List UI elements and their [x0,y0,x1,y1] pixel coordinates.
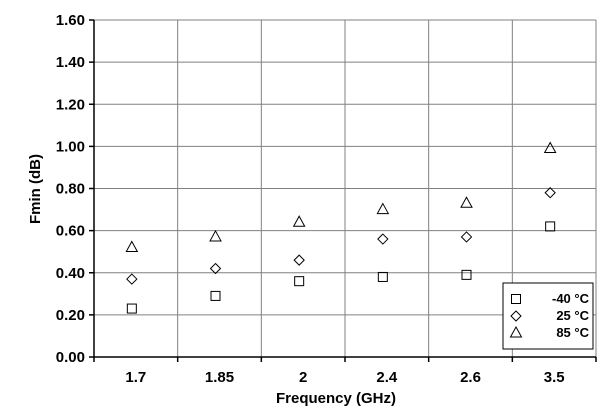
legend-markers [509,294,523,338]
x-tick-label: 2.6 [460,369,481,386]
y-tick-label: 1.20 [56,96,85,113]
y-tick-label: 0.00 [56,349,85,366]
legend-marker-85c [509,325,523,338]
y-tick-labels: 0.00 0.20 0.40 0.60 0.80 1.00 1.20 1.40 1.60 [56,12,85,366]
point-minus40c [377,271,388,282]
point-minus40c [545,221,556,232]
x-tick-label: 2.4 [376,369,398,386]
legend-marker-minus40c [511,294,521,304]
y-tick-label: 0.40 [56,265,85,282]
point-25c [377,233,389,245]
legend-label-85: 85 °C [556,325,589,340]
point-85c [460,196,473,208]
legend: -40 °C 25 °C 85 °C [502,282,594,350]
x-tick-label: 2 [299,369,307,386]
axes [89,19,597,362]
point-minus40c [294,276,305,287]
y-tick-label: 0.60 [56,223,85,240]
x-tick-label: 1.7 [125,369,146,386]
point-85c [209,229,222,242]
y-tick-label: 1.60 [56,12,85,29]
point-minus40c [461,269,472,280]
point-minus40c [126,303,137,314]
x-tick-label: 1.85 [205,369,234,386]
y-tick-label: 1.00 [56,138,85,155]
point-85c [376,202,390,215]
grid [94,19,597,357]
legend-label-25: 25 °C [556,308,589,323]
point-25c [544,187,556,199]
x-tick-labels: 1.7 1.85 2 2.4 2.6 3.5 [125,369,564,386]
point-25c [293,254,305,266]
x-axis-title: Frequency (GHz) [276,390,396,407]
point-85c [543,141,557,153]
legend-marker-25c [510,310,522,322]
y-tick-label: 0.20 [56,307,85,324]
y-axis-title: Fmin (dB) [27,154,44,224]
point-25c [209,262,222,275]
y-tick-label: 1.40 [56,54,85,71]
data-points [125,141,557,314]
x-tick-label: 3.5 [544,369,565,386]
y-tick-label: 0.80 [56,181,85,198]
legend-label-minus40: -40 °C [552,291,590,306]
point-minus40c [210,290,221,301]
point-25c [126,273,138,285]
point-25c [460,231,473,243]
point-85c [292,215,306,227]
point-85c [125,240,139,252]
